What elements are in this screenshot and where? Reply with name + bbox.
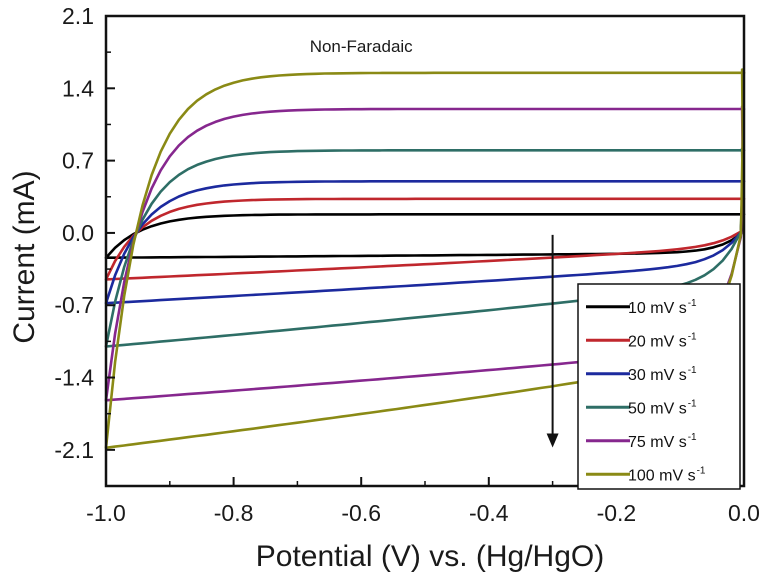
- y-tick-label: 1.4: [62, 75, 94, 101]
- y-tick-label: 0.7: [62, 148, 94, 174]
- y-tick-label: -2.1: [54, 437, 94, 463]
- x-tick-label: -0.2: [597, 500, 637, 526]
- legend-label: 75 mV s-1: [628, 432, 697, 451]
- x-tick-label: -1.0: [86, 500, 126, 526]
- legend-label: 10 mV s-1: [628, 298, 697, 317]
- scan-rate-arrow: [546, 234, 559, 448]
- y-tick-label: -0.7: [54, 292, 94, 318]
- legend-label: 100 mV s-1: [628, 465, 706, 484]
- cv-curves: [104, 68, 746, 450]
- x-tick-label: -0.6: [341, 500, 381, 526]
- tick-labels: -1.0 -0.8 -0.6 -0.4 -0.2 0.0 2.1 1.4 0.7 0.0 -0.7 -…: [54, 3, 760, 526]
- x-tick-label: 0.0: [728, 500, 760, 526]
- x-tick-label: -0.8: [214, 500, 254, 526]
- y-tick-label: -1.4: [54, 365, 94, 391]
- x-tick-label: -0.4: [469, 500, 509, 526]
- legend-label: 50 mV s-1: [628, 398, 697, 417]
- legend-label: 30 mV s-1: [628, 365, 697, 384]
- legend-box: [577, 283, 741, 490]
- x-axis-label: Potential (V) vs. (Hg/HgO): [256, 540, 604, 573]
- y-axis-label: Current (mA): [8, 170, 41, 343]
- y-tick-label: 0.0: [62, 220, 94, 246]
- legend-label: 20 mV s-1: [628, 331, 697, 350]
- legend: 10 mV s-1 20 mV s-1 30 mV s-1 50 mV s-1 75 m…: [577, 283, 741, 490]
- cv-curve-100-mv: [104, 68, 746, 450]
- cv-curve-20-mv: [104, 196, 746, 281]
- axis-ticks: [105, 15, 745, 486]
- y-tick-label: 2.1: [62, 3, 94, 29]
- non-faradaic-annotation: Non-Faradaic: [310, 37, 413, 56]
- arrow-head: [546, 433, 559, 448]
